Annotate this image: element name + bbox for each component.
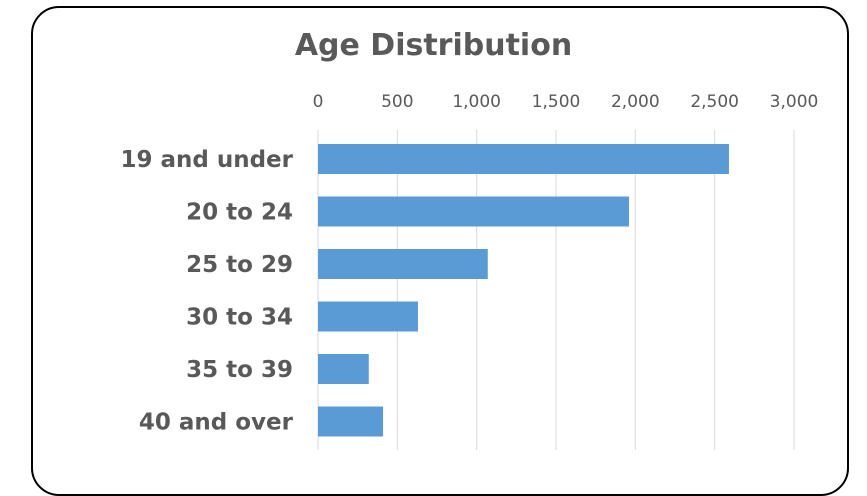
bar xyxy=(318,249,488,279)
category-label: 40 and over xyxy=(139,410,294,436)
gridlines xyxy=(317,130,795,450)
x-tick-label: 2,000 xyxy=(611,92,660,112)
bar xyxy=(318,406,384,437)
x-tick-label: 0 xyxy=(313,92,324,112)
category-label: 19 and under xyxy=(120,147,293,173)
chart-title: Age Distribution xyxy=(294,28,573,63)
category-label: 25 to 29 xyxy=(186,252,293,278)
bar xyxy=(318,196,629,227)
bar xyxy=(318,144,729,174)
bar xyxy=(318,301,418,332)
x-tick-label: 3,000 xyxy=(770,92,819,112)
x-tick-label: 1,500 xyxy=(532,92,581,112)
category-label: 35 to 39 xyxy=(186,357,293,383)
x-tick-label: 500 xyxy=(381,92,413,112)
bar xyxy=(318,354,369,384)
category-labels: 19 and under 20 to 24 25 to 29 30 to 34 35 t… xyxy=(120,147,293,436)
x-tick-label: 2,500 xyxy=(690,92,739,112)
category-label: 30 to 34 xyxy=(186,305,293,331)
x-tick-label: 1,000 xyxy=(452,92,501,112)
bars xyxy=(318,144,729,437)
category-label: 20 to 24 xyxy=(186,200,293,226)
x-axis-ticks: 0 500 1,000 1,500 2,000 2,500 3,000 xyxy=(313,92,819,112)
bar-chart: 0 500 1,000 1,500 2,000 2,500 3,000 19 and und… xyxy=(120,92,819,450)
